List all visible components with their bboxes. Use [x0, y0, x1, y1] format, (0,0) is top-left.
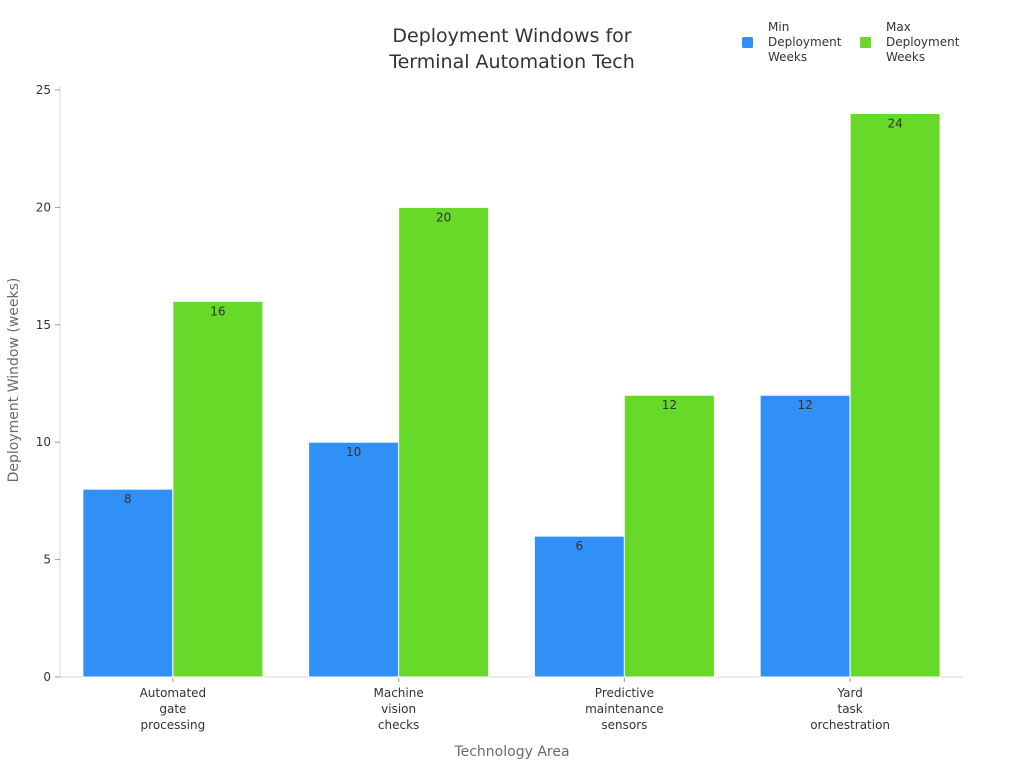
- bar-max-3: [849, 112, 941, 678]
- y-tick-label: 15: [36, 318, 51, 332]
- value-labels: 8 16 10 20 6 12 12 24: [124, 116, 903, 553]
- legend-label: Min Deployment Weeks: [768, 20, 842, 64]
- x-tick-label-line: Automated: [140, 686, 207, 700]
- axes: 0 5 10 15 20 25 Automated gate processing Machine…: [36, 83, 963, 732]
- bar-min-3: [759, 394, 851, 678]
- x-tick-label-line: gate: [159, 702, 186, 716]
- bar-min-0: [82, 488, 174, 678]
- x-tick-label: Automated gate processing: [140, 686, 207, 732]
- bar-max-2: [623, 394, 715, 678]
- legend-label-line: Min: [768, 20, 789, 34]
- chart-title-line: Deployment Windows for: [392, 25, 631, 47]
- bar-min-2: [533, 535, 625, 678]
- x-tick-label-line: sensors: [601, 718, 647, 732]
- x-tick-label-line: vision: [381, 702, 416, 716]
- bar-value-label: 12: [662, 398, 677, 412]
- x-tick-label-line: Yard: [836, 686, 862, 700]
- bar-value-label: 10: [346, 445, 361, 459]
- y-tick-label: 25: [36, 83, 51, 97]
- y-tick-label: 5: [43, 553, 51, 567]
- chart-title: Deployment Windows for Terminal Automatio…: [388, 25, 635, 73]
- y-tick-label: 20: [36, 200, 51, 214]
- legend-swatch: [742, 37, 753, 48]
- bar-value-label: 16: [210, 304, 225, 318]
- bar-value-label: 6: [576, 539, 584, 553]
- chart-title-line: Terminal Automation Tech: [388, 51, 635, 73]
- bar-value-label: 24: [887, 116, 902, 130]
- bar-max-0: [172, 300, 264, 678]
- legend-label-line: Deployment: [886, 35, 960, 49]
- legend-label-line: Weeks: [886, 50, 925, 64]
- y-tick-label: 0: [43, 670, 51, 684]
- x-axis-label: Technology Area: [453, 744, 569, 760]
- x-tick-label-line: checks: [378, 718, 419, 732]
- bars: [82, 112, 941, 678]
- x-tick-label-line: Machine: [374, 686, 424, 700]
- x-tick-label-line: maintenance: [585, 702, 664, 716]
- bar-value-label: 20: [436, 210, 451, 224]
- bar-max-1: [398, 206, 490, 678]
- legend-label-line: Max: [886, 20, 911, 34]
- bar-min-1: [308, 441, 400, 678]
- x-tick-label-line: task: [837, 702, 862, 716]
- x-tick-label: Machine vision checks: [374, 686, 424, 732]
- bar-value-label: 8: [124, 492, 132, 506]
- x-tick-label-line: orchestration: [810, 718, 890, 732]
- legend-label-line: Deployment: [768, 35, 842, 49]
- x-tick-label-line: Predictive: [595, 686, 654, 700]
- y-tick-label: 10: [36, 435, 51, 449]
- legend-swatch: [860, 37, 871, 48]
- y-axis-label: Deployment Window (weeks): [6, 278, 22, 483]
- x-tick-label-line: processing: [141, 718, 206, 732]
- legend-label-line: Weeks: [768, 50, 807, 64]
- x-tick-label: Predictive maintenance sensors: [585, 686, 664, 732]
- bar-value-label: 12: [797, 398, 812, 412]
- x-tick-label: Yard task orchestration: [810, 686, 890, 732]
- legend-label: Max Deployment Weeks: [886, 20, 960, 64]
